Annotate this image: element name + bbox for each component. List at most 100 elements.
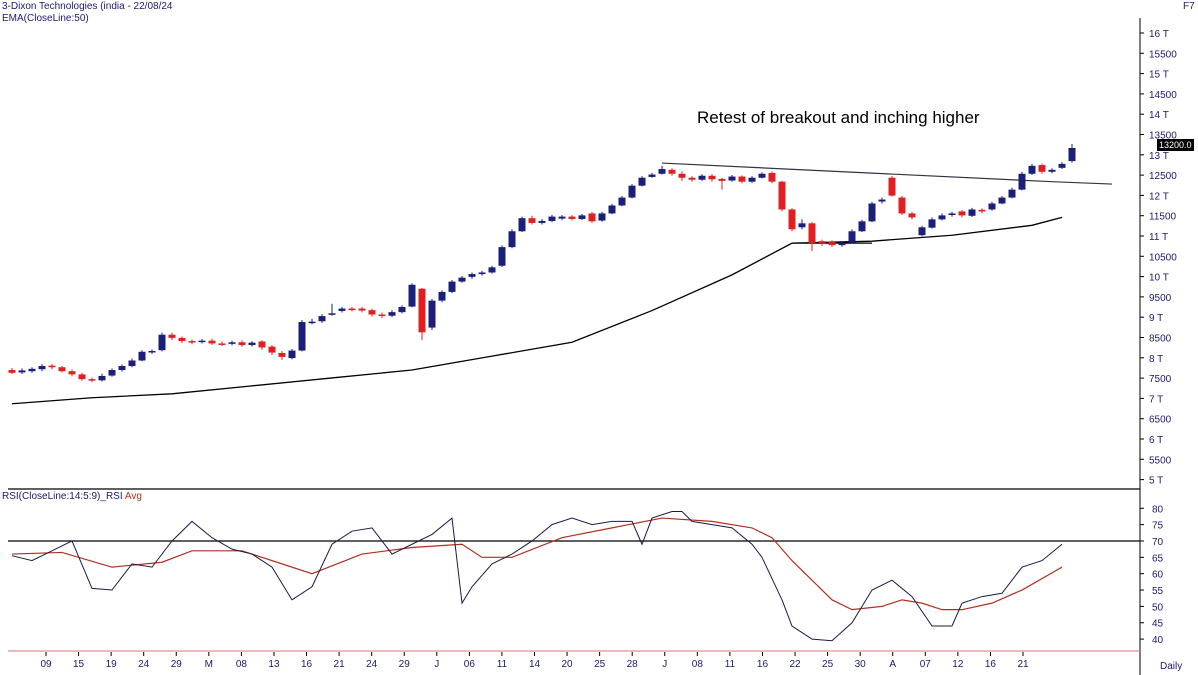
candle-body — [188, 341, 196, 343]
candle-body — [608, 205, 616, 214]
price-tick-label: 7500 — [1149, 374, 1172, 385]
x-tick-label: 24 — [366, 659, 378, 670]
x-tick-label: 08 — [692, 659, 704, 670]
price-tick-label: 15500 — [1149, 49, 1177, 60]
candle-body — [588, 213, 596, 222]
candle-body — [658, 169, 666, 174]
candle-body — [848, 231, 856, 243]
x-tick-label: 21 — [334, 659, 346, 670]
candle-body — [158, 334, 166, 351]
candle-body — [648, 174, 656, 177]
price-tick-label: 9500 — [1149, 293, 1172, 304]
candle-body — [1058, 163, 1066, 168]
x-tick-label: 14 — [529, 659, 541, 670]
price-tick-label: 5500 — [1149, 455, 1172, 466]
price-tick-label: 5 T — [1149, 476, 1163, 487]
candle-body — [398, 306, 406, 313]
candle-body — [688, 177, 696, 180]
candle-body — [1018, 173, 1026, 190]
candle-body — [978, 209, 986, 212]
candle-body — [228, 342, 236, 344]
candle-body — [168, 334, 176, 338]
candle-body — [348, 308, 356, 311]
rsi-avg-label: Avg — [124, 491, 142, 502]
candle-body — [758, 173, 766, 178]
candle-body — [508, 231, 516, 248]
candle-body — [998, 197, 1006, 204]
rsi-tick-label: 40 — [1152, 635, 1164, 646]
candle-body — [908, 213, 916, 218]
candle-body — [8, 370, 16, 373]
candle-body — [148, 350, 156, 353]
x-tick-label: 25 — [594, 659, 606, 670]
candle-body — [988, 203, 996, 210]
candle-body — [798, 223, 806, 228]
candle-body — [68, 371, 76, 375]
candle-body — [418, 288, 426, 333]
candle-body — [898, 197, 906, 214]
candle-body — [558, 216, 566, 219]
candle-body — [968, 209, 976, 216]
candle-body — [828, 241, 836, 246]
x-tick-label: 11 — [497, 659, 508, 670]
candle-body — [748, 177, 756, 182]
candle-body — [568, 216, 576, 219]
candle-body — [138, 351, 146, 361]
candle-body — [468, 274, 476, 277]
candle-body — [438, 291, 446, 301]
rsi-tick-label: 70 — [1152, 537, 1164, 548]
candle-body — [78, 374, 86, 380]
candle-body — [598, 213, 606, 221]
candle-body — [808, 223, 816, 244]
candle-body — [18, 370, 26, 373]
candle-body — [718, 178, 726, 181]
candle-body — [528, 218, 536, 223]
x-tick-label: M — [205, 659, 213, 670]
candle-body — [1028, 165, 1036, 174]
candle-body — [778, 181, 786, 210]
candle-body — [918, 227, 926, 236]
candle-body — [578, 215, 586, 219]
candle-body — [1048, 169, 1056, 172]
candle-body — [788, 209, 796, 230]
x-tick-label: 16 — [757, 659, 769, 670]
candle-body — [1038, 165, 1046, 172]
candle-body — [838, 242, 846, 246]
candle-body — [938, 215, 946, 220]
candle-body — [638, 177, 646, 186]
price-tick-label: 7 T — [1149, 394, 1163, 405]
x-tick-label: 20 — [562, 659, 574, 670]
candle-body — [878, 199, 886, 202]
price-tick-label: 6500 — [1149, 415, 1172, 426]
chart-title: 3-Dixon Technologies (india - 22/08/24 — [2, 1, 173, 12]
candle-body — [318, 316, 326, 322]
price-tick-label: 8 T — [1149, 354, 1163, 365]
price-tick-label: 8500 — [1149, 334, 1172, 345]
candle-body — [738, 176, 746, 182]
candle-body — [58, 367, 66, 372]
candle-body — [218, 343, 226, 345]
candle-body — [308, 321, 316, 324]
corner-label: F7 — [1183, 1, 1195, 12]
breakout-trendline — [661, 162, 1113, 185]
candle-body — [498, 247, 506, 266]
x-tick-label: 19 — [106, 659, 118, 670]
candle-body — [118, 366, 126, 371]
price-tick-label: 9 T — [1149, 313, 1163, 324]
candle-body — [258, 341, 266, 348]
candle-body — [378, 314, 386, 317]
candle-body — [518, 218, 526, 232]
x-tick-label: 09 — [40, 659, 52, 670]
candle-body — [328, 313, 336, 315]
candle-body — [128, 360, 136, 367]
candle-body — [728, 176, 736, 181]
candle-body — [108, 370, 116, 376]
last-price-tag: 13200.0 — [1157, 139, 1194, 151]
chart-annotation: Retest of breakout and inching higher — [697, 108, 980, 127]
candle-body — [698, 175, 706, 180]
price-tick-label: 13 T — [1149, 151, 1169, 162]
x-tick-label: 29 — [171, 659, 183, 670]
x-tick-label: 06 — [464, 659, 476, 670]
x-tick-label: 28 — [627, 659, 639, 670]
candle-body — [208, 340, 216, 344]
